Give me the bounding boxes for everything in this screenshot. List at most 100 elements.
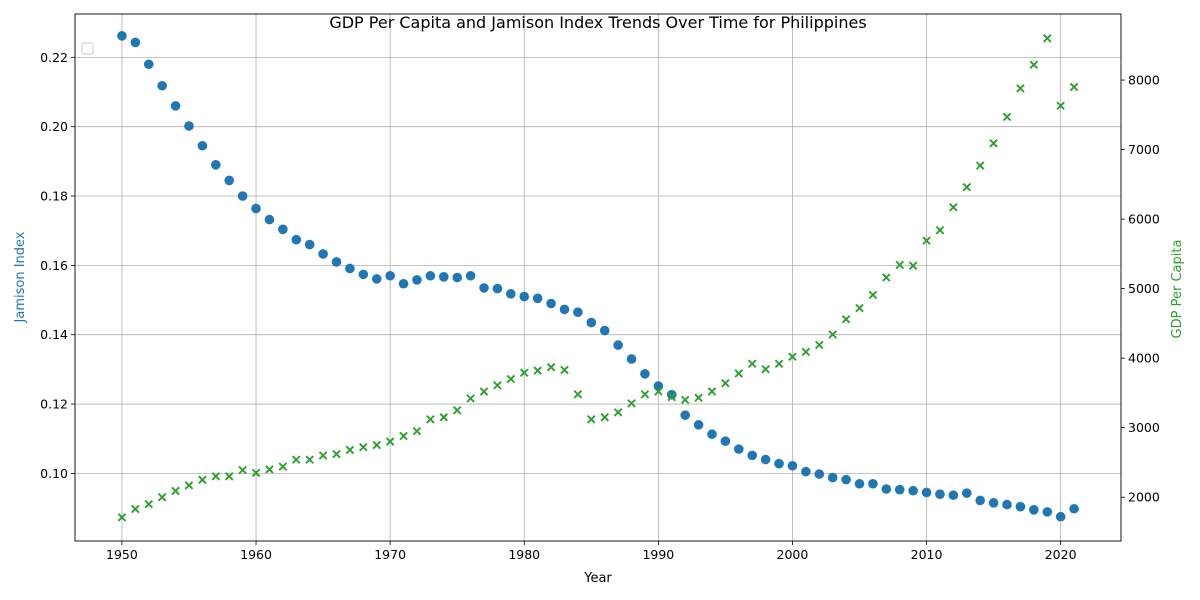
jamison-point — [519, 291, 530, 302]
gdp-point-stroke — [560, 365, 569, 375]
jamison-point — [854, 478, 865, 489]
gdp-point — [546, 362, 556, 372]
jamison-point — [640, 369, 650, 379]
jamison-point — [1069, 503, 1079, 514]
gdp-point-stroke — [318, 451, 328, 460]
gdp-point-stroke — [989, 139, 998, 148]
gdp-point-stroke — [962, 182, 972, 192]
gdp-point-stroke — [801, 347, 811, 357]
gdp-point — [855, 303, 864, 313]
gdp-point-stroke — [949, 203, 958, 212]
grid — [75, 14, 1121, 541]
gdp-point — [841, 314, 851, 324]
gdp-point-stroke — [747, 359, 757, 368]
gdp-point — [734, 369, 744, 378]
jamison-point — [801, 466, 811, 477]
gdp-point — [359, 442, 368, 452]
gdp-point-stroke — [1056, 101, 1065, 111]
gdp-point — [291, 455, 301, 464]
gdp-point — [694, 393, 703, 403]
gdp-point-stroke — [600, 412, 609, 422]
jamison-point — [1042, 507, 1053, 517]
y-left-tick-label: 0.10 — [40, 466, 68, 481]
jamison-point — [1002, 499, 1012, 510]
gdp-point — [761, 365, 770, 374]
gdp-point — [426, 415, 435, 424]
gdp-point — [747, 359, 757, 368]
series-jamison-index — [117, 31, 1079, 522]
jamison-point — [452, 272, 462, 283]
gdp-point — [345, 445, 355, 455]
gdp-point-stroke — [439, 412, 449, 422]
gdp-point-stroke — [587, 415, 596, 424]
gdp-point-stroke — [1016, 84, 1025, 93]
gdp-point — [680, 395, 690, 405]
gdp-point — [640, 390, 650, 399]
gdp-point-stroke — [305, 455, 314, 464]
jamison-point — [760, 454, 771, 465]
chart-title: GDP Per Capita and Jamison Index Trends … — [329, 13, 866, 32]
jamison-point — [465, 270, 476, 281]
gdp-point — [627, 399, 636, 408]
jamison-point — [988, 498, 999, 508]
jamison-point — [935, 489, 945, 499]
gdp-point-stroke — [144, 499, 154, 509]
jamison-point — [385, 270, 395, 281]
gdp-point-stroke — [131, 504, 140, 514]
plot-frame — [74, 13, 1122, 542]
y-axis-right-title: GDP Per Capita — [1170, 240, 1185, 339]
jamison-point — [734, 444, 744, 454]
gdp-point — [908, 261, 918, 270]
gdp-point-stroke — [1029, 60, 1039, 70]
gdp-point-stroke — [184, 481, 194, 490]
gdp-point-stroke — [627, 399, 636, 408]
gdp-point — [895, 260, 905, 270]
gdp-point — [560, 365, 569, 375]
gdp-point — [399, 431, 408, 441]
jamison-point — [224, 175, 235, 186]
gdp-point — [519, 368, 529, 378]
jamison-point — [546, 298, 556, 309]
gdp-point — [868, 290, 878, 300]
jamison-point — [492, 283, 503, 294]
jamison-point — [345, 263, 355, 274]
jamison-point — [170, 101, 181, 111]
gdp-point-stroke — [533, 366, 542, 375]
gdp-point-stroke — [426, 415, 435, 424]
gdp-point-stroke — [680, 395, 690, 405]
gdp-point-stroke — [385, 437, 395, 446]
y-axis-left-title: Jamison Index — [13, 231, 28, 323]
gdp-point — [1056, 101, 1065, 111]
jamison-point — [599, 325, 610, 336]
gdp-point — [332, 449, 341, 459]
gdp-point — [882, 273, 891, 282]
jamison-point — [318, 249, 328, 259]
jamison-point — [814, 469, 825, 479]
gdp-point — [131, 504, 140, 514]
gdp-point — [251, 468, 261, 478]
jamison-point — [291, 234, 302, 245]
y-right-tick-label: 3000 — [1128, 420, 1160, 435]
jamison-point — [868, 478, 878, 489]
jamison-point — [975, 495, 985, 506]
gdp-point — [385, 437, 395, 446]
gdp-point — [774, 359, 784, 368]
gdp-point — [1029, 60, 1039, 70]
gdp-point — [949, 203, 958, 212]
jamison-point — [130, 37, 141, 48]
jamison-point — [304, 239, 315, 250]
y-left-tick-label: 0.14 — [40, 327, 68, 342]
y-left-tick-label: 0.18 — [40, 189, 68, 204]
gdp-point — [935, 225, 945, 235]
gdp-point-stroke — [814, 340, 824, 350]
jamison-point — [747, 450, 758, 461]
jamison-point — [237, 191, 248, 201]
legend-box — [81, 42, 94, 55]
jamison-point — [157, 80, 167, 91]
jamison-point — [841, 474, 851, 485]
gdp-point — [506, 374, 516, 384]
y-right-tick-label: 2000 — [1128, 490, 1160, 505]
gdp-point — [573, 390, 583, 399]
gdp-point-stroke — [908, 261, 918, 270]
